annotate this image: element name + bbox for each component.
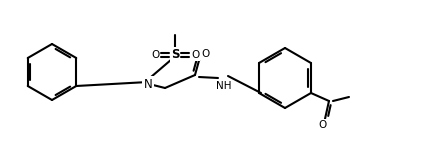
Text: NH: NH — [216, 81, 232, 91]
Text: O: O — [151, 50, 159, 60]
Text: O: O — [319, 120, 327, 130]
Text: N: N — [144, 78, 152, 90]
Text: O: O — [191, 50, 199, 60]
Text: S: S — [171, 48, 179, 62]
Text: O: O — [201, 49, 209, 59]
